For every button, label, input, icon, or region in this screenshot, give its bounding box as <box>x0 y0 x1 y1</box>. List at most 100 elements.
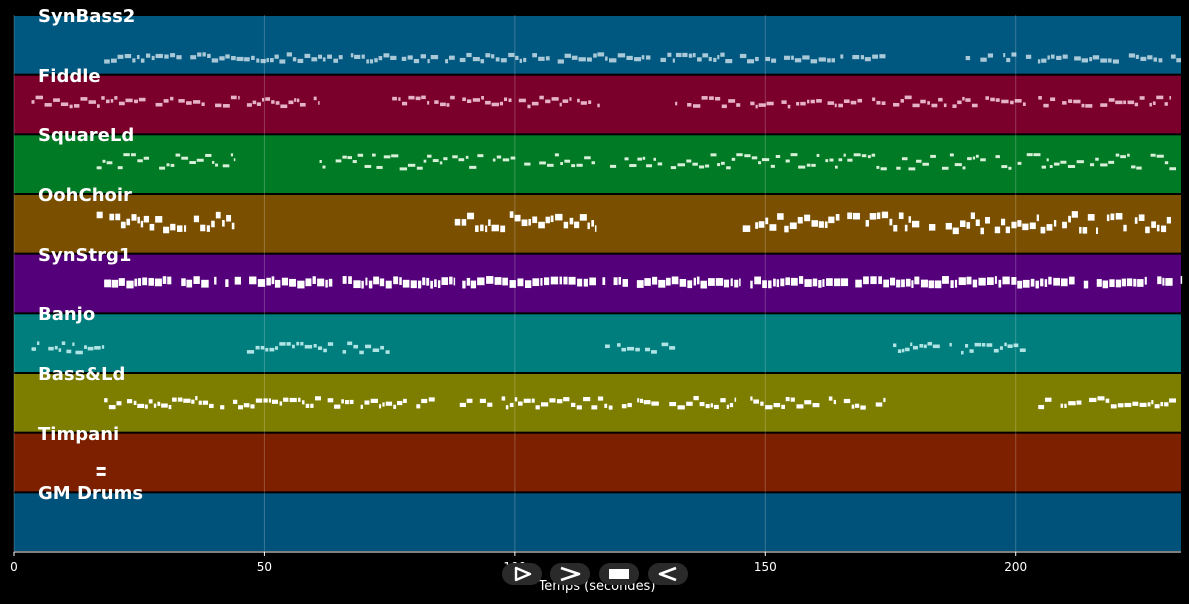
note <box>191 399 195 404</box>
note <box>517 401 523 406</box>
note <box>172 397 177 402</box>
note <box>230 153 234 157</box>
note <box>549 398 556 403</box>
note <box>726 166 731 170</box>
note <box>523 398 531 403</box>
note <box>605 344 610 349</box>
note <box>822 279 825 287</box>
note <box>1008 166 1012 170</box>
note <box>1152 101 1156 105</box>
note <box>117 166 123 170</box>
note <box>621 347 627 352</box>
note <box>342 155 347 159</box>
note <box>750 396 753 401</box>
note <box>1050 97 1056 102</box>
note <box>423 159 427 163</box>
note <box>527 104 531 109</box>
note <box>370 398 378 403</box>
note <box>505 405 509 410</box>
note <box>286 52 292 57</box>
note <box>275 346 279 350</box>
note <box>978 277 986 286</box>
note <box>755 222 759 229</box>
note <box>717 163 721 167</box>
note <box>550 276 559 285</box>
note <box>138 97 146 102</box>
note <box>327 398 334 403</box>
note <box>334 404 341 409</box>
note <box>313 96 317 101</box>
note <box>576 163 583 167</box>
note <box>252 100 257 105</box>
note <box>622 279 629 287</box>
note <box>1041 165 1046 169</box>
note <box>501 396 506 401</box>
note <box>508 98 512 103</box>
note <box>426 277 430 286</box>
note <box>134 278 138 287</box>
note <box>72 342 75 346</box>
note <box>852 55 860 60</box>
note <box>96 211 103 219</box>
rewind-button[interactable] <box>648 563 688 585</box>
note <box>931 103 938 108</box>
note <box>136 54 140 60</box>
note <box>828 216 835 224</box>
note <box>1064 403 1067 408</box>
note <box>485 100 491 105</box>
note <box>279 401 283 406</box>
note <box>661 342 669 347</box>
track-lane <box>14 135 1181 193</box>
note <box>686 401 693 406</box>
note <box>325 279 328 288</box>
note <box>1108 58 1112 63</box>
note <box>1036 214 1040 222</box>
note <box>927 341 933 346</box>
note <box>274 279 281 288</box>
note <box>373 276 380 285</box>
note <box>1095 157 1099 161</box>
note <box>385 401 393 406</box>
note <box>618 276 621 285</box>
note <box>115 213 121 221</box>
note <box>1014 99 1022 103</box>
stop-button[interactable] <box>599 563 639 585</box>
note <box>927 101 930 105</box>
fast-forward-button[interactable] <box>550 563 590 585</box>
note <box>1126 278 1133 287</box>
note <box>785 159 790 163</box>
note <box>818 57 826 62</box>
note <box>441 277 449 285</box>
note <box>731 157 736 161</box>
note <box>422 277 426 286</box>
note <box>564 53 571 58</box>
note <box>838 103 843 108</box>
note <box>540 402 549 407</box>
note <box>770 164 775 168</box>
note <box>1013 343 1019 348</box>
note <box>554 153 559 157</box>
note <box>260 345 265 350</box>
note <box>211 220 215 228</box>
note <box>972 156 976 160</box>
note <box>796 404 804 409</box>
play-button[interactable] <box>502 563 542 585</box>
note <box>508 52 515 58</box>
note <box>492 158 496 162</box>
note <box>315 396 321 401</box>
note <box>818 280 822 288</box>
note <box>66 349 72 354</box>
note <box>118 101 125 106</box>
note <box>44 103 52 107</box>
note <box>458 158 465 162</box>
track-lane <box>14 433 1181 492</box>
note <box>407 163 416 167</box>
note <box>215 163 219 167</box>
note <box>379 404 382 409</box>
note <box>872 97 876 102</box>
note <box>762 280 767 289</box>
note <box>705 403 710 409</box>
note <box>525 280 532 289</box>
note <box>901 348 905 353</box>
note <box>372 348 380 353</box>
